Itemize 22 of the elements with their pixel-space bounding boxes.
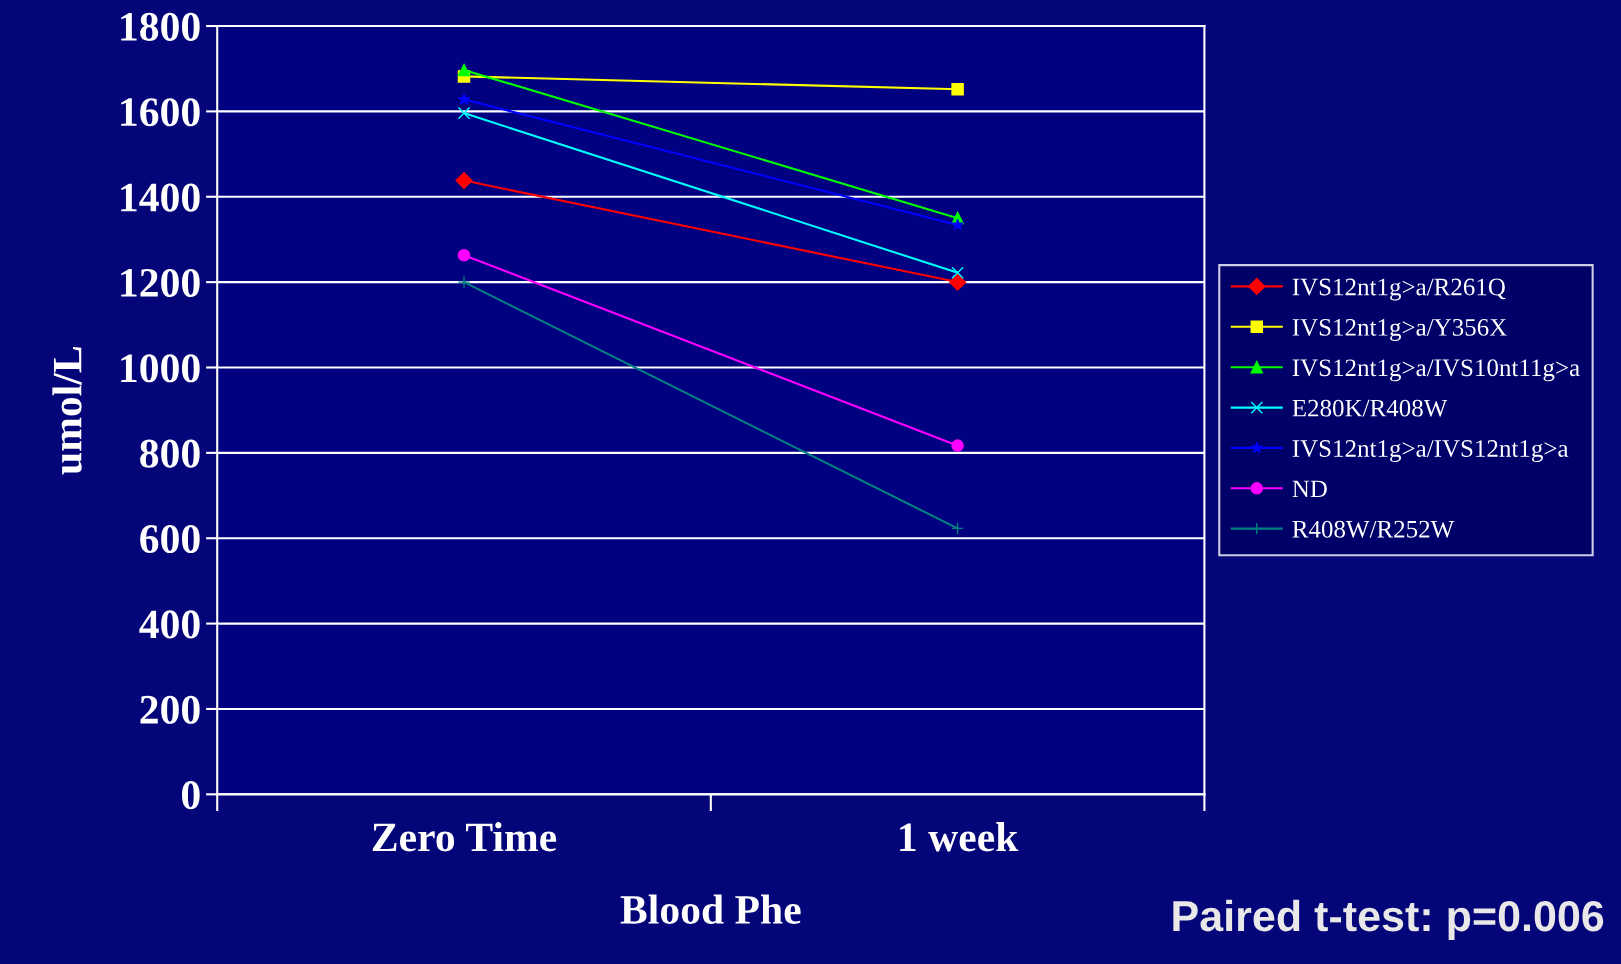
legend-label: IVS12nt1g>a/IVS12nt1g>a [1292, 440, 1569, 463]
legend-label: R408W/R252W [1292, 520, 1455, 538]
y-tick-label: 600 [140, 524, 200, 554]
legend-label: E280K/R408W [1292, 399, 1448, 417]
y-tick-label: 200 [140, 695, 200, 724]
x-axis-title: Blood Phe [620, 894, 801, 924]
y-tick-label: 1600 [121, 98, 200, 127]
y-tick-label: 800 [140, 439, 200, 468]
y-tick-label: 0 [182, 781, 200, 810]
legend-label: IVS12nt1g>a/Y356X [1292, 319, 1507, 341]
text: Paired t-test: p=0.006 [1173, 899, 1604, 940]
x-tick-label: 1 week [900, 822, 1019, 852]
legend-label: IVS12nt1g>a/R261Q [1292, 278, 1506, 301]
y-tick-label: 1400 [121, 183, 200, 212]
x-tick-label: Zero Time [372, 822, 557, 852]
y-axis-title: umol/L [52, 347, 82, 475]
y-tick-label: 1000 [121, 354, 200, 383]
y-tick-label: 1800 [121, 12, 200, 41]
y-tick-label: 1200 [121, 268, 200, 297]
legend-label: ND [1292, 480, 1327, 498]
y-tick-label: 400 [139, 610, 200, 639]
legend-label: IVS12nt1g>a/IVS10nt11g>a [1292, 359, 1580, 382]
